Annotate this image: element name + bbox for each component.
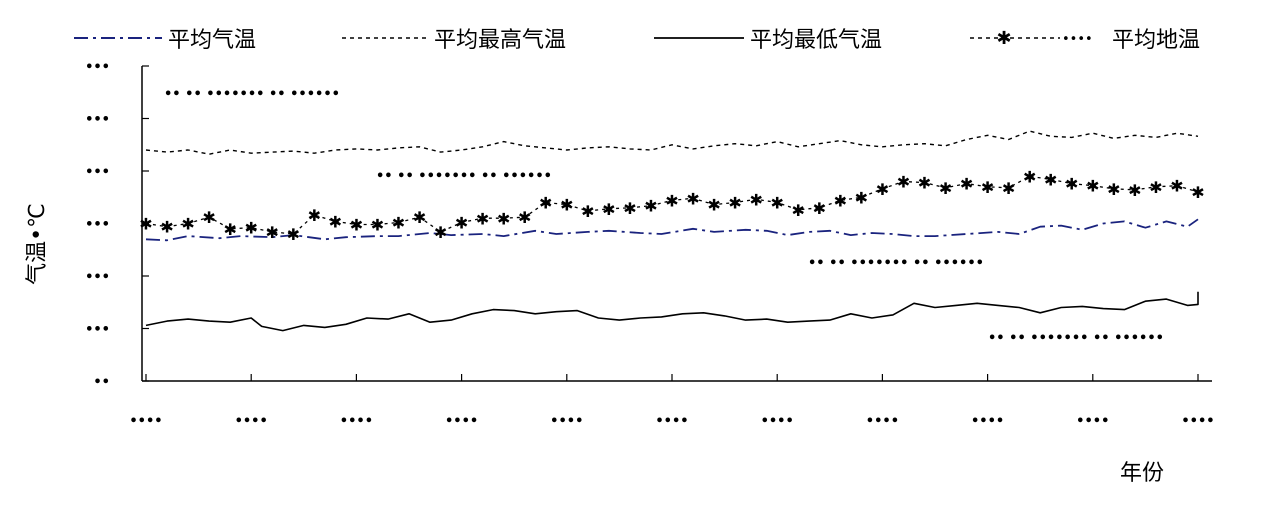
legend-label-avg-temp: 平均气温 (168, 28, 256, 53)
series-marker-star: ✱ (350, 216, 363, 235)
series-marker-star: ✱ (518, 208, 531, 227)
series-marker-star: ✱ (813, 199, 826, 218)
x-tick-label: •••• (445, 414, 478, 429)
annotation-label-2: •• •• ••••••• •• •••••• (376, 169, 552, 184)
series-marker-star: ✱ (413, 208, 426, 227)
series-marker-star: ✱ (223, 220, 236, 239)
series-marker-star: ✱ (834, 191, 847, 210)
series-marker-star: ✱ (202, 208, 215, 227)
legend-item-soil-temp: ✱ •••• 平均地温 (970, 28, 1200, 53)
y-tick-label: ••• (85, 113, 110, 128)
legend-item-avg-min: 平均最低气温 (654, 28, 882, 53)
y-tick-label: ••• (85, 60, 110, 75)
series-line-3 (145, 291, 1199, 332)
annotation-label-1: •• •• ••••••• •• •••••• (164, 87, 340, 102)
series-marker-star: ✱ (1023, 167, 1036, 186)
series-marker-star: ✱ (749, 190, 762, 209)
legend-label-avg-min: 平均最低气温 (750, 28, 882, 53)
legend-star-marker: ✱ (996, 28, 1011, 49)
series-marker-star: ✱ (686, 189, 699, 208)
series-marker-star: ✱ (623, 199, 636, 218)
x-tick-label: •••• (129, 414, 162, 429)
series-marker-star: ✱ (707, 196, 720, 215)
annotation-label-3: •• •• ••••••• •• •••••• (808, 256, 984, 271)
series-marker-star: ✱ (244, 219, 257, 238)
series-marker-star: ✱ (329, 212, 342, 231)
x-tick-label: •••• (550, 414, 583, 429)
series-marker-star: ✱ (497, 209, 510, 228)
series-marker-star: ✱ (1065, 175, 1078, 194)
series-marker-star: ✱ (728, 194, 741, 213)
series-marker-star: ✱ (160, 218, 173, 237)
legend-label-soil-temp: 平均地温 (1112, 28, 1200, 53)
x-tick-label: •••• (235, 414, 268, 429)
legend-item-avg-max: 平均最高气温 (342, 28, 566, 53)
series-marker-star: ✱ (1128, 181, 1141, 200)
x-axis-title: 年份 (1120, 461, 1164, 486)
series-marker-star: ✱ (539, 194, 552, 213)
series-line-1 (145, 218, 1199, 242)
x-tick-label: •••• (1076, 414, 1109, 429)
series-marker-star: ✱ (1044, 170, 1057, 189)
series-marker-star: ✱ (897, 173, 910, 192)
y-axis-ticks: •••••••••••••••••••• (85, 60, 149, 390)
annotations: •• •• ••••••• •• •••••• •• •• ••••••• ••… (164, 87, 1164, 346)
series-marker-star: ✱ (139, 215, 152, 234)
y-tick-label: ••• (85, 218, 110, 233)
series-marker-star: ✱ (1149, 178, 1162, 197)
y-tick-label: ••• (85, 165, 110, 180)
series-marker-star: ✱ (918, 174, 931, 193)
x-tick-label: •••• (866, 414, 899, 429)
x-tick-label: •••• (340, 414, 373, 429)
series-marker-star: ✱ (392, 213, 405, 232)
series-marker-star: ✱ (308, 206, 321, 225)
x-tick-label: •••• (971, 414, 1004, 429)
series-marker-star: ✱ (581, 202, 594, 221)
series-marker-star: ✱ (455, 213, 468, 232)
series-marker-star: ✱ (1002, 179, 1015, 198)
legend: 平均气温 平均最高气温 平均最低气温 ✱ •••• 平均地温 (74, 28, 1200, 53)
series-marker-star: ✱ (181, 215, 194, 234)
series-marker-star: ✱ (1191, 183, 1204, 202)
series-marker-star: ✱ (1170, 177, 1183, 196)
series-marker-star: ✱ (960, 175, 973, 194)
y-tick-label: ••• (85, 270, 110, 285)
series-marker-star: ✱ (371, 216, 384, 235)
y-tick-label: •• (93, 375, 110, 390)
x-tick-label: •••• (655, 414, 688, 429)
series-marker-star: ✱ (602, 200, 615, 219)
series-layer: ✱ ✱ ✱ ✱ ✱ ✱ ✱ ✱ ✱ ✱ ✱ ✱ ✱ ✱ ✱ ✱ ✱ ✱ ✱ ✱ ✱ ✱ ✱ ✱ ✱ ✱ ✱ ✱ ✱ ✱ ✱ ✱ ✱ ✱ ✱ ✱ ✱ ✱ ✱ ✱… (139, 130, 1205, 332)
series-marker-star: ✱ (266, 223, 279, 242)
series-line-2 (145, 130, 1199, 155)
series-marker-star: ✱ (287, 225, 300, 244)
annotation-label-4: •• •• ••••••• •• •••••• (988, 331, 1164, 346)
series-marker-star: ✱ (792, 201, 805, 220)
series-marker-star: ✱ (855, 188, 868, 207)
legend-label-avg-max: 平均最高气温 (434, 28, 566, 53)
series-marker-star: ✱ (876, 180, 889, 199)
series-marker-star: ✱ (434, 223, 447, 242)
series-marker-star: ✱ (476, 209, 489, 228)
series-marker-star: ✱ (981, 178, 994, 197)
y-axis-title: 气温•℃ (25, 203, 50, 285)
series-marker-star: ✱ (1086, 177, 1099, 196)
series-marker-star: ✱ (770, 194, 783, 213)
series-marker-star: ✱ (1107, 180, 1120, 199)
series-line-4 (145, 175, 1199, 235)
series-marker-star: ✱ (939, 179, 952, 198)
legend-item-avg-temp: 平均气温 (74, 28, 256, 53)
x-axis-ticks: •••• •••• •••• •••• •••• •••• •••• •••• •••• ••••… (129, 374, 1215, 429)
x-tick-label: •••• (1181, 414, 1214, 429)
y-tick-label: ••• (85, 323, 110, 338)
series-marker-star: ✱ (644, 197, 657, 216)
x-tick-label: •••• (761, 414, 794, 429)
series-marker-star: ✱ (665, 191, 678, 210)
series-marker-star: ✱ (560, 196, 573, 215)
legend-dots-marker: •••• (1062, 32, 1093, 47)
